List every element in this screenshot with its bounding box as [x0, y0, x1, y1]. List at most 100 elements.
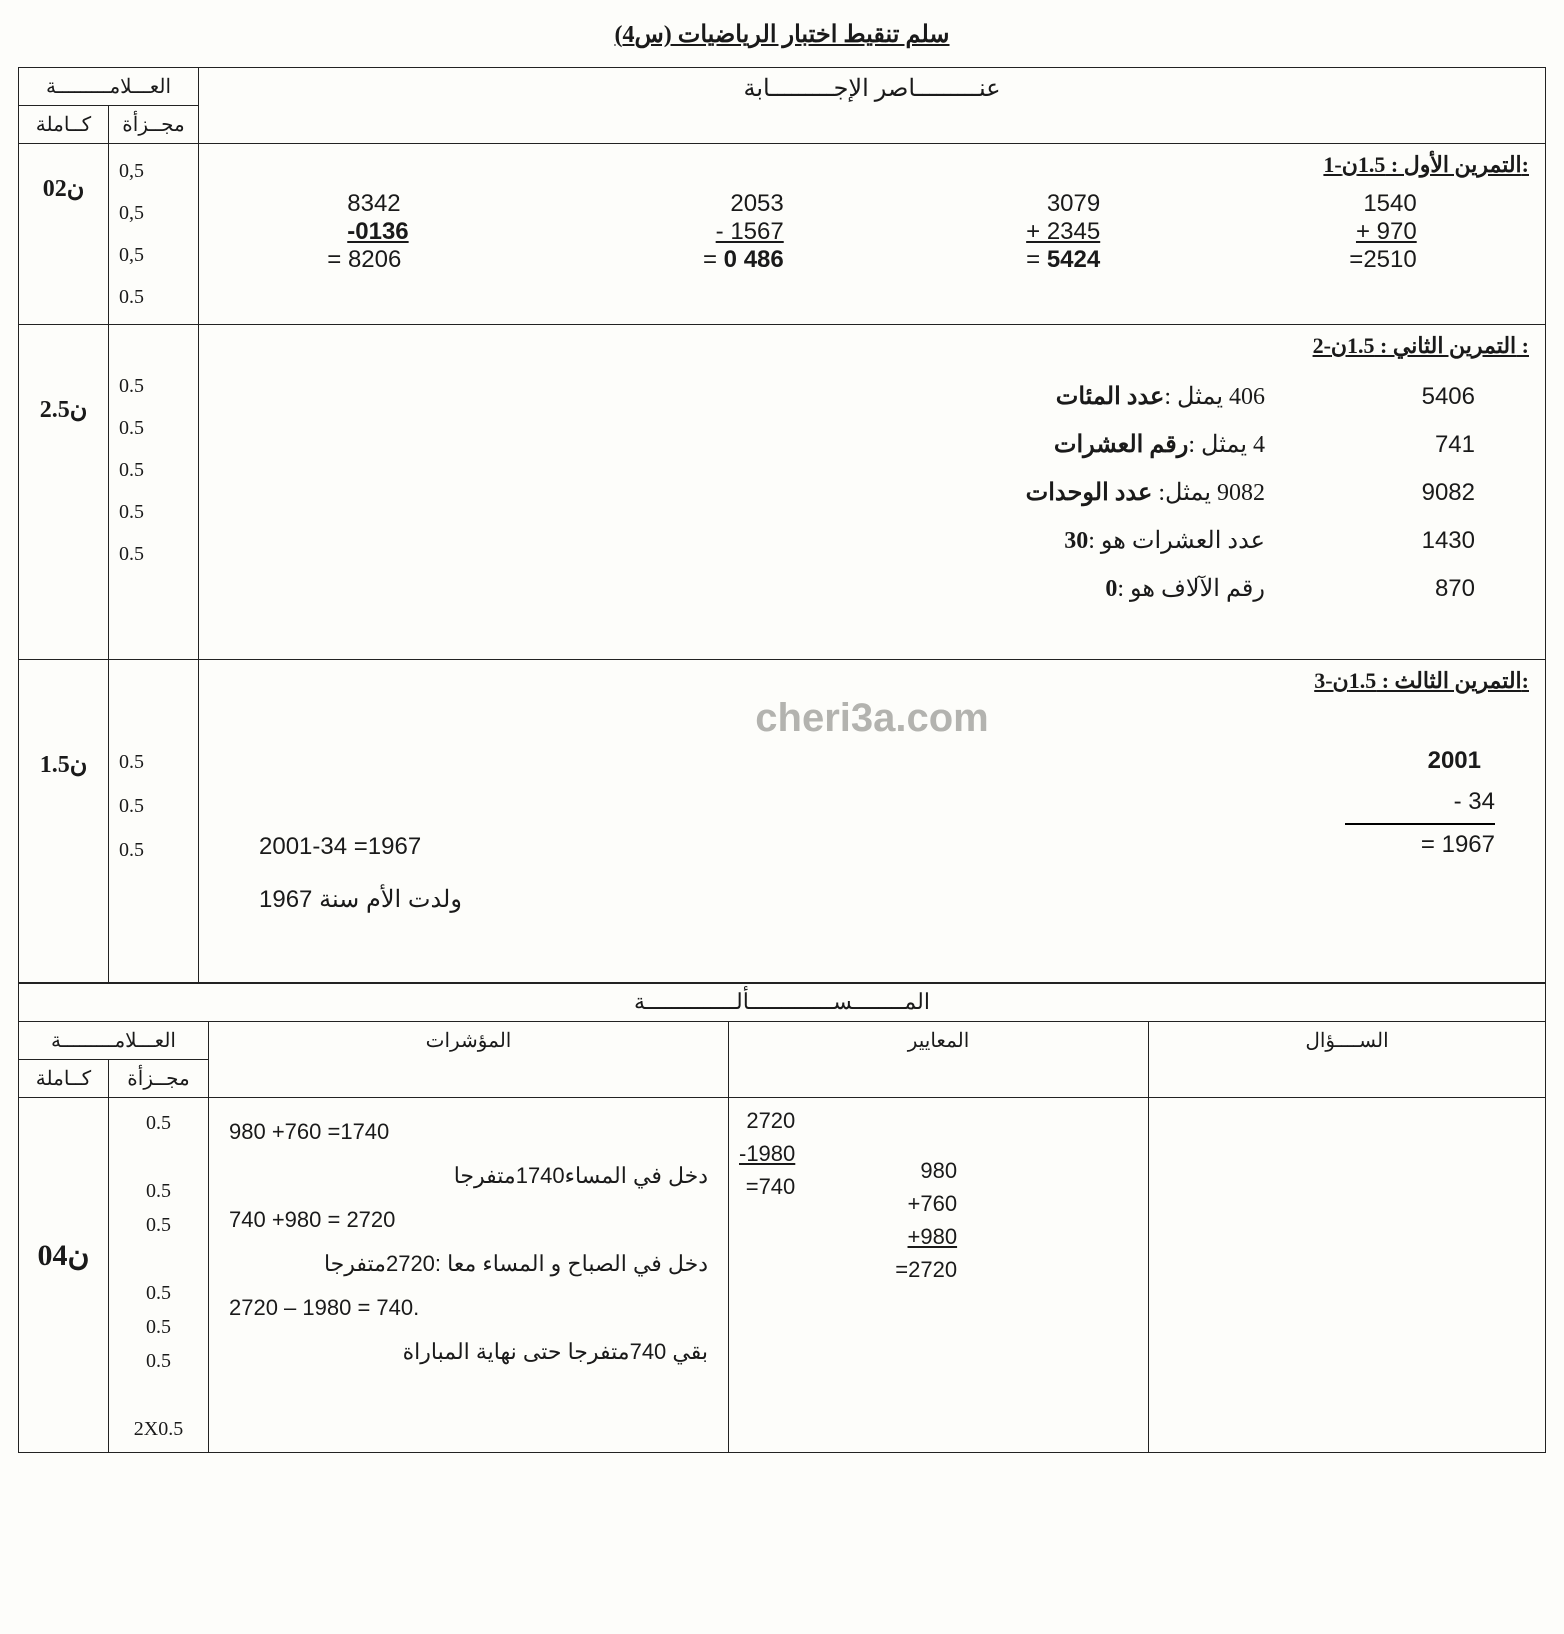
- ex1-op-1-b: + 2345: [960, 218, 1100, 246]
- ex2-line-4-pre: رقم الآلاف هو :: [1117, 576, 1265, 602]
- prob-indicators: 980 +760 =1740 دخل في المساء1740متفرجا 7…: [209, 1098, 729, 1453]
- ex2-line-1: 4 يمثل :رقم العشرات: [885, 421, 1265, 469]
- prob-ind-5: بقي 740متفرجا حتى نهاية المباراة: [229, 1330, 708, 1374]
- ex2-line-1-bold: رقم العشرات: [1054, 432, 1189, 458]
- prob-partial-8: [119, 1378, 198, 1412]
- ex1-op-3-b: -0136: [327, 218, 467, 246]
- ex1-op-1: 3079 + 2345 = 5424: [960, 190, 1100, 274]
- ex1-partial-2: 0,5: [119, 234, 188, 276]
- ex3-line2: ولدت الأم سنة 1967: [259, 874, 462, 927]
- prob-partial-2: 0.5: [119, 1174, 198, 1208]
- prob-partial-9: 2X0.5: [119, 1412, 198, 1446]
- ex3-content: 3-التمرين الثالث : 1.5ن: cheri3a.com 200…: [199, 660, 1546, 984]
- prob-ind-2: 740 +980 = 2720: [229, 1198, 708, 1242]
- prob-crit1-r: =740: [739, 1170, 795, 1203]
- grading-table: العـــلامـــــــــة عنـــــــــاصر الإجـ…: [18, 67, 1546, 984]
- ex1-op-2-a: 2053: [644, 190, 784, 218]
- ex1-op-0-r: =: [1349, 246, 1363, 273]
- ex1-op-0-a: 1540: [1277, 190, 1417, 218]
- prob-partials: 0.5 0.5 0.5 0.5 0.5 0.5 2X0.5: [109, 1098, 209, 1453]
- prob-partial-3: 0.5: [119, 1208, 198, 1242]
- prob-partial-6: 0.5: [119, 1310, 198, 1344]
- ex2-partial-1: 0.5: [119, 407, 188, 449]
- ex1-op-2: 2053 - 1567 = 0 486: [644, 190, 784, 274]
- ex1-op-2-res: 0 486: [724, 246, 784, 273]
- prob-crit-block2: 980 +760 +980 =2720: [895, 1154, 957, 1286]
- ex3-calc-b: - 34: [1345, 782, 1495, 825]
- ex3-text: 2001-34 =1967 ولدت الأم سنة 1967: [259, 741, 462, 927]
- prob-partial-7: 0.5: [119, 1344, 198, 1378]
- ex2-line-0-bold: عدد المئات: [1056, 384, 1165, 410]
- problem-section-header: المــــــــســـــــــــــألـــــــــــــ…: [19, 983, 1546, 1022]
- prob-ind-0: 980 +760 =1740: [229, 1110, 708, 1154]
- prob-header-mark: العـــلامـــــــــة: [19, 1022, 209, 1060]
- prob-criteria: 2720 -1980 =740 980 +760 +980 =2720: [729, 1098, 1149, 1453]
- prob-crit2-r: =2720: [895, 1253, 957, 1286]
- ex2-line-4-bold: 0: [1105, 576, 1117, 602]
- prob-crit1-a: 2720: [739, 1104, 795, 1137]
- header-answers: عنـــــــــاصر الإجـــــــــابة: [199, 68, 1546, 144]
- ex1-op-3: 8342 -0136 = 8206: [327, 190, 467, 274]
- prob-header-criteria: المعايير: [729, 1022, 1149, 1098]
- ex2-partial-0: 0.5: [119, 365, 188, 407]
- ex2-full-mark: 2.5ن: [19, 325, 109, 660]
- ex2-line-0-pre: 406 يمثل :: [1164, 384, 1265, 410]
- watermark: cheri3a.com: [209, 696, 1535, 741]
- ex2-num-2: 9082: [1355, 469, 1475, 517]
- prob-crit2-b: +760: [895, 1187, 957, 1220]
- ex1-op-0-res: 2510: [1363, 246, 1416, 273]
- ex2-content: 2-التمرين الثاني : 1.5ن : 5406 741 9082 …: [199, 325, 1546, 660]
- problem-table: المــــــــســـــــــــــألـــــــــــــ…: [18, 982, 1546, 1453]
- ex3-partial-3: 0.5: [119, 828, 188, 872]
- ex1-content: 1-التمرين الأول : 1.5ن: 1540 + 970 =2510…: [199, 144, 1546, 325]
- ex1-op-3-a: 8342: [327, 190, 467, 218]
- ex1-op-0: 1540 + 970 =2510: [1277, 190, 1417, 274]
- ex1-partial-1: 0,5: [119, 192, 188, 234]
- ex2-line-3-pre: عدد العشرات هو :: [1088, 528, 1265, 554]
- page-title: سلم تنقيط اختبار الرياضيات (س4): [18, 20, 1546, 49]
- prob-header-full: كــاملة: [19, 1060, 109, 1098]
- ex2-partial-4: 0.5: [119, 533, 188, 575]
- prob-ind-3: دخل في الصباح و المساء معا :2720متفرجا: [229, 1242, 708, 1286]
- ex2-lines: 406 يمثل :عدد المئات 4 يمثل :رقم العشرات…: [885, 373, 1265, 613]
- prob-ind-1: دخل في المساء1740متفرجا: [229, 1154, 708, 1198]
- prob-crit2-a: 980: [895, 1154, 957, 1187]
- prob-partial-4: [119, 1242, 198, 1276]
- ex2-numbers: 5406 741 9082 1430 870: [1355, 373, 1475, 613]
- header-mark: العـــلامـــــــــة: [19, 68, 199, 106]
- ex2-num-1: 741: [1355, 421, 1475, 469]
- ex2-title: 2-التمرين الثاني : 1.5ن :: [209, 333, 1529, 359]
- ex1-partial-0: 0,5: [119, 150, 188, 192]
- ex3-title: 3-التمرين الثالث : 1.5ن:: [209, 668, 1529, 694]
- prob-header-indicators: المؤشرات: [209, 1022, 729, 1098]
- ex2-line-2: 9082 يمثل: عدد الوحدات: [885, 469, 1265, 517]
- ex1-op-2-b: - 1567: [644, 218, 784, 246]
- ex2-num-4: 870: [1355, 565, 1475, 613]
- prob-partial-1: [119, 1140, 198, 1174]
- ex2-line-3: عدد العشرات هو :30: [885, 517, 1265, 565]
- ex3-line1: 2001-34 =1967: [259, 821, 462, 874]
- prob-crit1-b: -1980: [739, 1137, 795, 1170]
- ex3-full-mark: 1.5ن: [19, 660, 109, 984]
- ex2-num-3: 1430: [1355, 517, 1475, 565]
- ex3-calc: 2001 - 34 = 1967: [1345, 741, 1495, 927]
- prob-header-partial: مجــزأة: [109, 1060, 209, 1098]
- ex1-full-mark: 02ن: [19, 144, 109, 325]
- ex2-partial-3: 0.5: [119, 491, 188, 533]
- ex3-partials: 0.5 0.5 0.5: [109, 660, 199, 984]
- problem-section-title: المــــــــســـــــــــــألـــــــــــــ…: [634, 989, 930, 1014]
- prob-ind-4: 2720 – 1980 = 740.: [229, 1286, 708, 1330]
- ex2-line-3-bold: 30: [1064, 528, 1088, 554]
- ex2-partial-2: 0.5: [119, 449, 188, 491]
- ex2-line-2-pre: 9082 يمثل:: [1152, 480, 1265, 506]
- prob-crit2-c: +980: [895, 1220, 957, 1253]
- ex1-op-3-res: 8206: [348, 246, 401, 273]
- header-partial: مجــزأة: [109, 106, 199, 144]
- ex3-partial-1: 0.5: [119, 784, 188, 828]
- header-full: كــاملة: [19, 106, 109, 144]
- ex3-calc-a: 2001: [1345, 741, 1495, 782]
- ex2-line-4: رقم الآلاف هو :0: [885, 565, 1265, 613]
- prob-full-mark: 04ن: [19, 1098, 109, 1453]
- ex2-line-2-bold: عدد الوحدات: [1026, 480, 1153, 506]
- ex2-line-1-pre: 4 يمثل :: [1188, 432, 1265, 458]
